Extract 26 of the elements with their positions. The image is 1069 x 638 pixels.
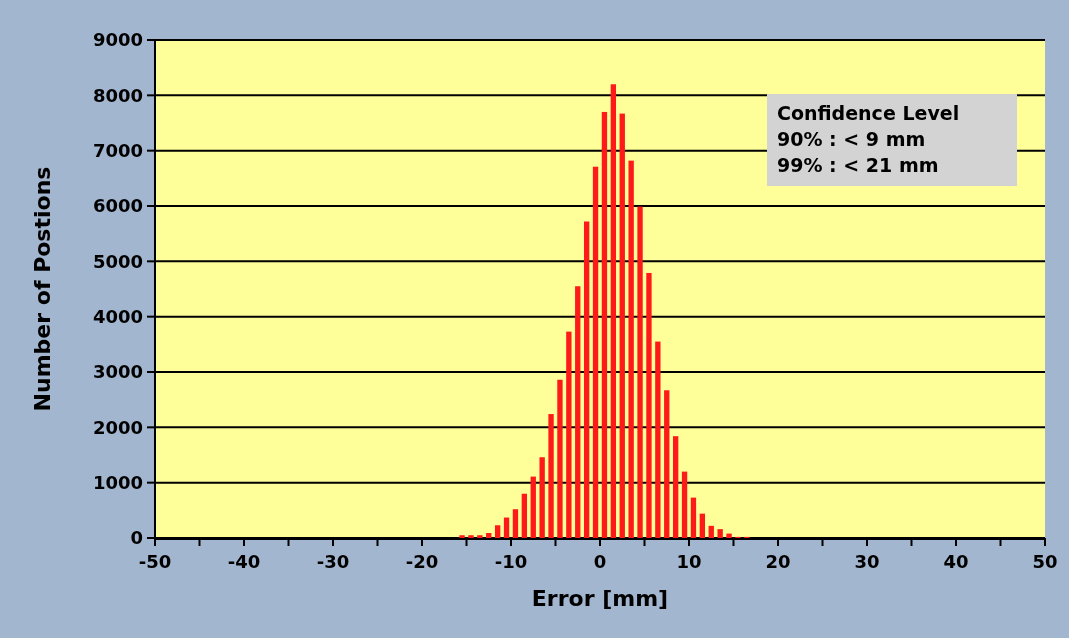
annotation: 90% : < 9 mm xyxy=(777,128,926,150)
y-tick-label: 3000 xyxy=(92,361,143,383)
y-tick-label: 4000 xyxy=(92,305,143,327)
y-tick-label: 0 xyxy=(130,527,143,549)
annotation: 99% : < 21 mm xyxy=(777,154,939,176)
x-tick-label: 0 xyxy=(593,551,607,572)
x-tick-label: 50 xyxy=(1032,551,1058,572)
annotation: Confidence Level xyxy=(777,102,960,124)
x-tick-label: -40 xyxy=(227,551,261,572)
x-tick-label: -20 xyxy=(405,551,439,572)
x-tick-label: 20 xyxy=(765,551,791,572)
y-tick-label: 8000 xyxy=(92,84,143,106)
y-tick-label: 2000 xyxy=(92,416,143,438)
y-tick-label: 1000 xyxy=(92,471,143,493)
y-tick-label: 7000 xyxy=(92,139,143,161)
x-axis-title: Error [mm] xyxy=(531,586,669,611)
x-tick-label: -30 xyxy=(316,551,350,572)
x-tick-label: 10 xyxy=(676,551,702,572)
x-tick-label: 30 xyxy=(854,551,880,572)
y-axis-title: Number of Postions xyxy=(30,166,55,412)
y-tick-label: 6000 xyxy=(92,195,143,217)
x-tick-label: -50 xyxy=(138,551,172,572)
x-tick-label: 40 xyxy=(943,551,969,572)
x-tick-label: -10 xyxy=(494,551,528,572)
y-tick-label: 9000 xyxy=(92,29,143,51)
y-tick-label: 5000 xyxy=(92,250,143,272)
